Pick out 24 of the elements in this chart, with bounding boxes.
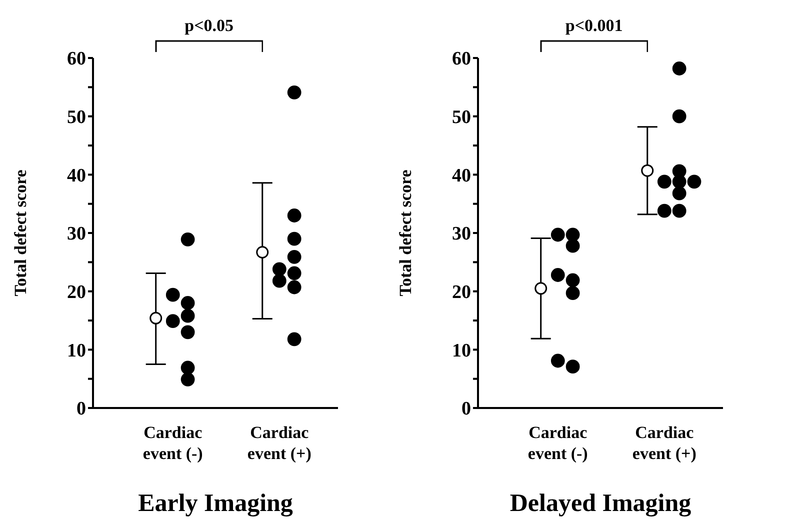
text: p<0.05 xyxy=(184,16,235,36)
y-tick-label: 20 xyxy=(452,282,471,304)
y-tick-label: 0 xyxy=(76,398,86,420)
y-tick-label: 40 xyxy=(67,165,86,186)
y-tick-label: 40 xyxy=(452,165,471,186)
y-axis-title: Total defect score xyxy=(11,169,30,296)
y-tick-label: 30 xyxy=(67,224,86,245)
text: Delayed Imaging xyxy=(508,490,692,518)
y-tick-label: 60 xyxy=(452,48,471,70)
y-tick-label: 10 xyxy=(452,340,471,362)
y-tick-label: 60 xyxy=(67,48,86,70)
x-tick-label: Cardiac event (+) xyxy=(247,423,312,463)
y-tick-label: 0 xyxy=(462,398,471,420)
y-tick-label: 20 xyxy=(67,282,86,304)
x-tick-label: Cardiac event (-) xyxy=(528,423,588,463)
x-tick-label: Cardiac event (+) xyxy=(632,423,696,463)
y-tick-label: 30 xyxy=(452,224,471,245)
text: p<0.001 xyxy=(564,16,624,36)
y-tick-label: 10 xyxy=(67,340,86,362)
y-tick-label: 50 xyxy=(452,107,471,128)
text: Early Imaging xyxy=(137,490,294,518)
y-axis-title: Total defect score xyxy=(396,169,416,296)
y-tick-label: 50 xyxy=(67,107,86,128)
x-tick-label: Cardiac event (-) xyxy=(142,423,203,463)
